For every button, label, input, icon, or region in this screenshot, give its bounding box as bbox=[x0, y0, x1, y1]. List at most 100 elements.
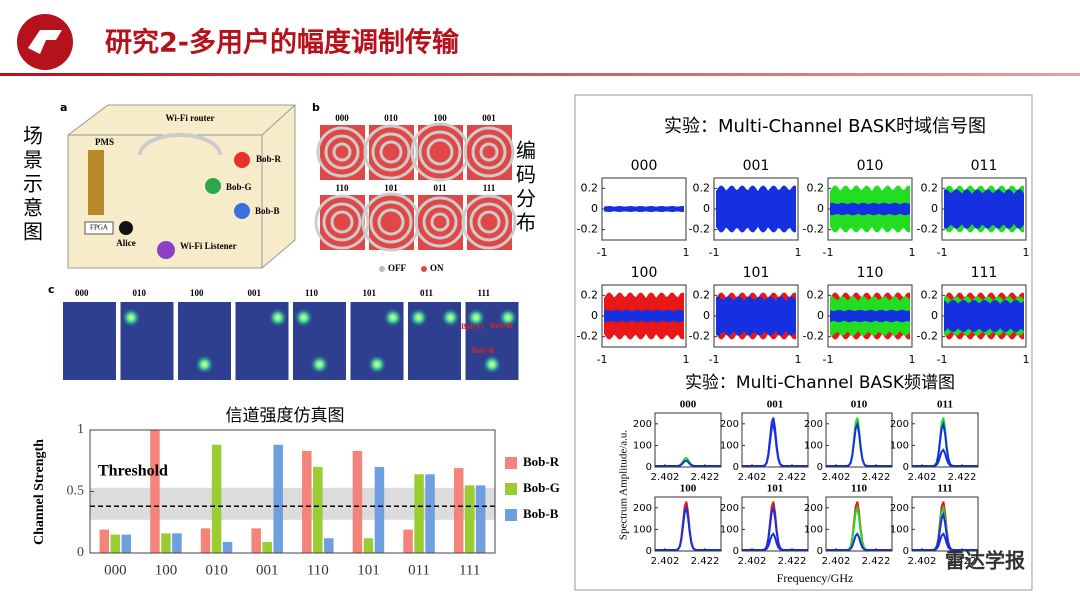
y-tick-label: 100 bbox=[720, 440, 739, 451]
x-tick-label: 1 bbox=[683, 353, 690, 366]
plot-title: 100 bbox=[680, 483, 697, 495]
legend-label: Bob-R bbox=[523, 454, 560, 469]
y-tick-label: 0 bbox=[903, 462, 909, 473]
room-edge bbox=[68, 104, 296, 268]
pms-label: PMS bbox=[95, 137, 114, 147]
x-tick-label: 110 bbox=[307, 562, 329, 578]
x-tick-label: 010 bbox=[205, 562, 228, 578]
pattern-ring bbox=[363, 124, 419, 180]
waveform bbox=[830, 309, 910, 323]
x-tick-label: 1 bbox=[683, 246, 690, 259]
x-tick-label: -1 bbox=[937, 353, 948, 366]
y-tick-label: 0 bbox=[931, 202, 938, 215]
x-tick-label: 2.402 bbox=[738, 556, 767, 567]
bar bbox=[464, 485, 475, 553]
plot-frame bbox=[911, 412, 979, 468]
x-tick-label: 2.422 bbox=[948, 472, 977, 483]
x-tick-label: 1 bbox=[1023, 353, 1030, 366]
legend-dot bbox=[379, 266, 385, 272]
pattern-ring bbox=[371, 132, 411, 172]
y-tick-label: 0.2 bbox=[807, 181, 825, 194]
y-tick-label: 0 bbox=[931, 309, 938, 322]
bob-tag: Bob-R bbox=[490, 321, 512, 330]
bar bbox=[273, 444, 283, 553]
y-tick-label: 1 bbox=[77, 422, 84, 437]
x-tick-label: 2.402 bbox=[822, 556, 851, 567]
y-tick-label: 0.2 bbox=[581, 288, 599, 301]
spectrum-line bbox=[912, 448, 978, 467]
plot-title: 100 bbox=[631, 265, 658, 281]
panel-label: a bbox=[60, 101, 67, 114]
pattern-ring bbox=[418, 130, 462, 174]
legend-label: Bob-B bbox=[523, 506, 559, 521]
pattern-ring bbox=[332, 142, 352, 162]
bar bbox=[99, 529, 110, 553]
y-tick-label: 0 bbox=[817, 202, 824, 215]
x-tick-label: 2.402 bbox=[651, 472, 680, 483]
x-tick-label: 100 bbox=[155, 562, 178, 578]
pattern-ring bbox=[426, 138, 454, 166]
x-tick-label: -1 bbox=[709, 353, 720, 366]
y-tick-label: 0 bbox=[817, 546, 823, 557]
router-label: Wi-Fi router bbox=[166, 113, 215, 123]
x-tick-label: 2.422 bbox=[691, 556, 720, 567]
bar bbox=[324, 538, 334, 553]
waveform bbox=[604, 206, 684, 212]
x-tick-label: 2.402 bbox=[822, 472, 851, 483]
x-tick-label: -1 bbox=[597, 246, 608, 259]
code-label: 010 bbox=[384, 113, 398, 123]
plot-frame bbox=[911, 496, 979, 552]
legend-label: Bob-G bbox=[523, 480, 560, 495]
x-tick-label: -1 bbox=[823, 246, 834, 259]
code-label: 010 bbox=[133, 288, 147, 298]
bar bbox=[352, 450, 363, 553]
heat-spot bbox=[408, 307, 429, 328]
plot-title: 110 bbox=[851, 483, 867, 495]
y-tick-label: 100 bbox=[804, 440, 823, 451]
y-tick-label: 0.2 bbox=[807, 288, 825, 301]
x-tick-label: 2.402 bbox=[738, 472, 767, 483]
y-tick-label: 100 bbox=[890, 440, 909, 451]
pattern-ring bbox=[430, 212, 450, 232]
legend-dot bbox=[421, 266, 427, 272]
code-label: 100 bbox=[433, 113, 447, 123]
spectrum-line bbox=[655, 504, 721, 551]
code-label: 110 bbox=[305, 288, 319, 298]
x-tick-label: 000 bbox=[104, 562, 127, 578]
bob-label: Bob-G bbox=[226, 182, 252, 192]
y-tick-label: 100 bbox=[804, 524, 823, 535]
spectrum-line bbox=[826, 420, 892, 467]
waveform bbox=[944, 202, 1024, 216]
y-tick-label: 0.2 bbox=[693, 181, 711, 194]
x-tick-label: 2.422 bbox=[691, 472, 720, 483]
waveform bbox=[944, 309, 1024, 323]
bar bbox=[150, 430, 160, 553]
y-tick-label: -0.2 bbox=[577, 223, 598, 236]
code-label: 111 bbox=[478, 288, 491, 298]
y-tick-label: 0.2 bbox=[921, 181, 939, 194]
y-tick-label: 0 bbox=[703, 309, 710, 322]
y-tick-label: 0 bbox=[903, 546, 909, 557]
waveform bbox=[716, 309, 796, 323]
code-label: 001 bbox=[482, 113, 496, 123]
x-tick-label: 2.402 bbox=[908, 472, 937, 483]
code-label: 110 bbox=[335, 183, 349, 193]
y-tick-label: 200 bbox=[890, 419, 909, 430]
code-label: 001 bbox=[248, 288, 262, 298]
pattern-ring bbox=[469, 202, 509, 242]
x-tick-label: 2.422 bbox=[778, 556, 807, 567]
pms bbox=[88, 150, 104, 215]
y-tick-label: -0.2 bbox=[917, 223, 938, 236]
bar bbox=[475, 485, 486, 553]
y-tick-label: 200 bbox=[633, 419, 652, 430]
y-tick-label: 100 bbox=[633, 440, 652, 451]
bar bbox=[363, 538, 374, 553]
bar bbox=[414, 474, 424, 553]
bob-g-icon bbox=[205, 178, 221, 194]
y-tick-label: 0 bbox=[733, 462, 739, 473]
plot-title: 000 bbox=[680, 399, 697, 411]
plot-title: 101 bbox=[767, 483, 784, 495]
y-tick-label: 100 bbox=[633, 524, 652, 535]
pattern-ring bbox=[471, 134, 507, 170]
side-label: 编码分布 bbox=[513, 140, 537, 236]
